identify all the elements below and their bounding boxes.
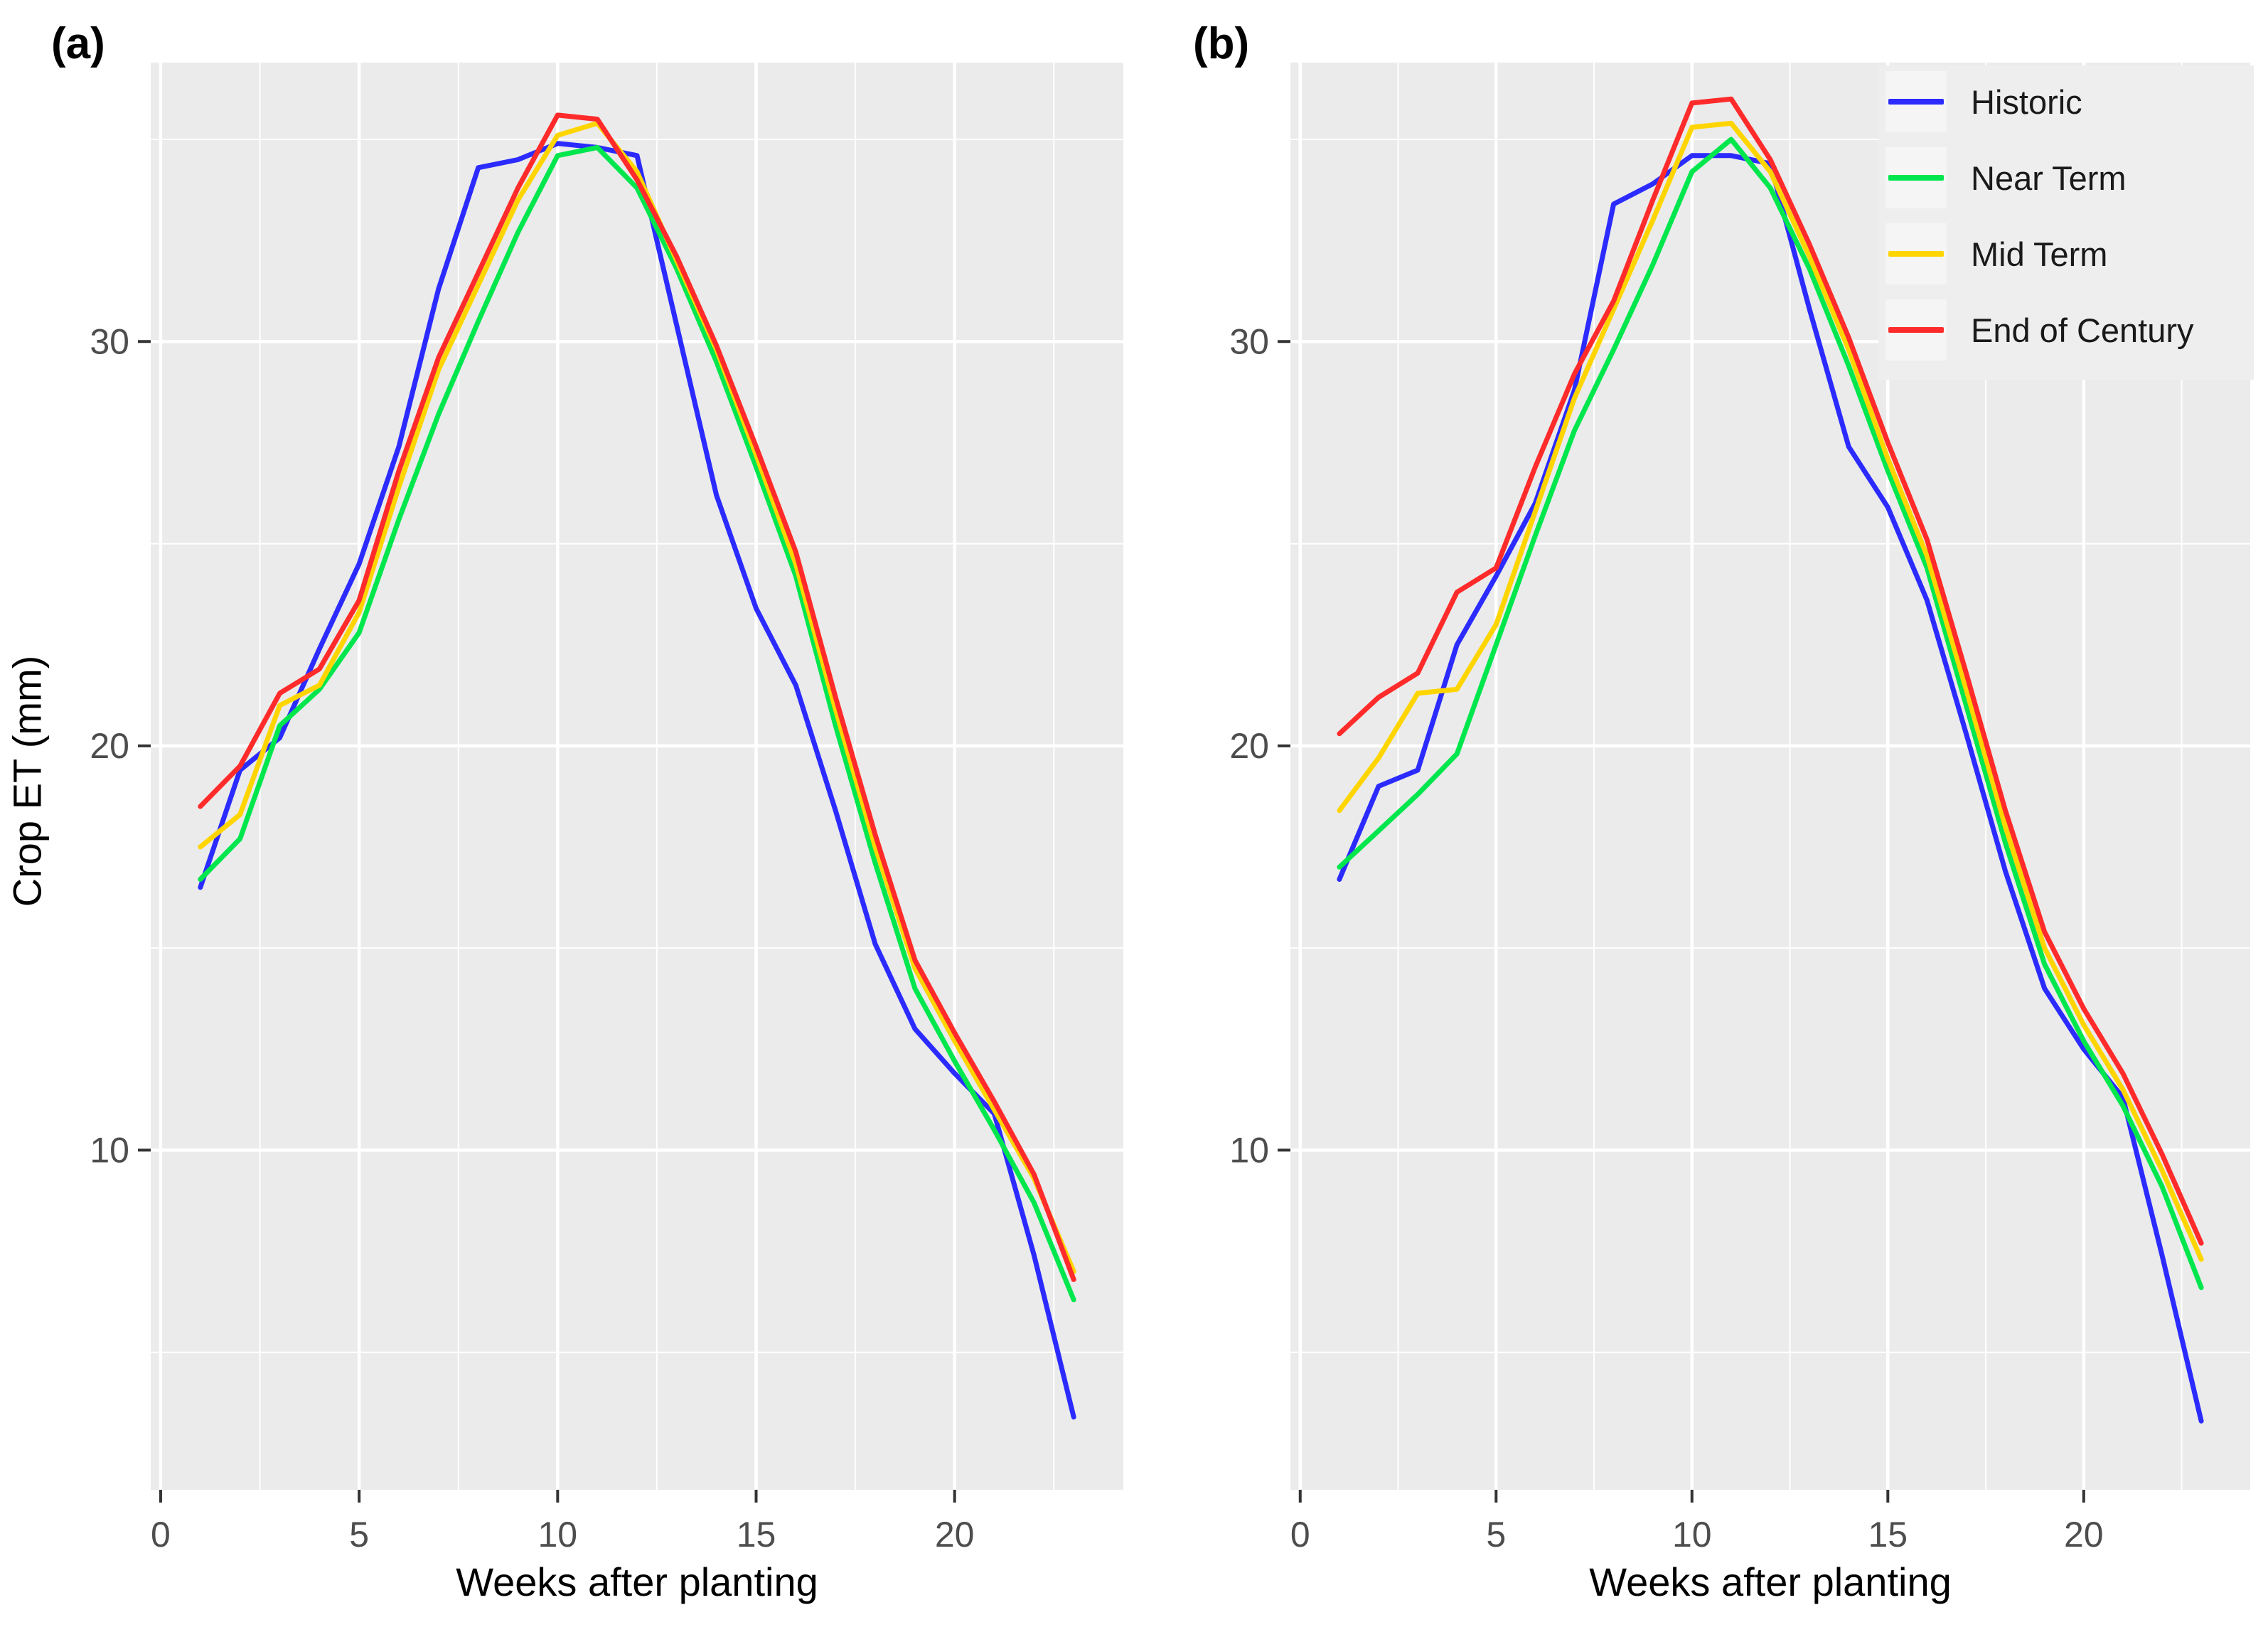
y-tick-label: 30 bbox=[90, 321, 129, 361]
legend-label-near-term: Near Term bbox=[1971, 159, 2127, 197]
x-tick-label: 5 bbox=[1486, 1515, 1506, 1554]
series-line-mid-term bbox=[1337, 120, 2204, 1262]
legend-entry-near-term: Near Term bbox=[1885, 147, 2254, 208]
y-tick-label: 20 bbox=[1229, 726, 1269, 766]
legend-label-mid-term: Mid Term bbox=[1971, 235, 2108, 273]
x-tick-label: 15 bbox=[737, 1515, 776, 1554]
mid-term-line-swatch bbox=[1888, 251, 1944, 257]
series-line-near-term bbox=[1337, 137, 2204, 1291]
legend-entry-historic: Historic bbox=[1885, 71, 2254, 132]
series-line-end-of-century bbox=[1337, 96, 2204, 1246]
x-axis-title-panel-b: Weeks after planting bbox=[1589, 1559, 1952, 1604]
legend-label-end-of-century: End of Century bbox=[1971, 311, 2194, 349]
x-tick-label: 10 bbox=[538, 1515, 578, 1554]
legend-key-historic bbox=[1885, 71, 1947, 132]
panel-label-b: (b) bbox=[1193, 19, 1250, 68]
y-tick-label: 10 bbox=[1229, 1130, 1269, 1170]
legend-key-end-of-century bbox=[1885, 299, 1947, 361]
series-line-mid-term bbox=[198, 120, 1076, 1274]
y-tick-label: 10 bbox=[90, 1130, 129, 1170]
end-of-century-line-swatch bbox=[1888, 327, 1944, 333]
x-tick-label: 0 bbox=[1290, 1515, 1310, 1554]
series-line-near-term bbox=[198, 144, 1076, 1303]
panel-background bbox=[151, 63, 1123, 1490]
x-axis-title-panel-a: Weeks after planting bbox=[456, 1559, 818, 1604]
x-tick-label: 20 bbox=[2064, 1515, 2104, 1554]
x-tick-label: 5 bbox=[349, 1515, 369, 1554]
near-term-line-swatch bbox=[1888, 175, 1944, 181]
x-tick-label: 20 bbox=[935, 1515, 975, 1554]
y-tick-label: 20 bbox=[90, 726, 129, 766]
panel-a: 0 5 10 15 20 10 20 30 bbox=[90, 63, 1123, 1554]
legend-entry-end-of-century: End of Century bbox=[1885, 299, 2254, 361]
legend-key-mid-term bbox=[1885, 223, 1947, 284]
series-line-historic bbox=[198, 141, 1076, 1420]
panel-label-a: (a) bbox=[51, 19, 105, 68]
legend-label-historic: Historic bbox=[1971, 82, 2082, 121]
x-tick-label: 0 bbox=[151, 1515, 171, 1554]
series-line-end-of-century bbox=[198, 112, 1076, 1282]
legend: Historic Near Term Mid Term End of Centu… bbox=[1878, 65, 2254, 380]
x-tick-label: 15 bbox=[1868, 1515, 1908, 1554]
x-tick-label: 10 bbox=[1672, 1515, 1712, 1554]
y-axis-title: Crop ET (mm) bbox=[4, 655, 50, 907]
legend-entry-mid-term: Mid Term bbox=[1885, 223, 2254, 284]
historic-line-swatch bbox=[1888, 99, 1944, 105]
y-tick-label: 30 bbox=[1229, 321, 1269, 361]
legend-key-near-term bbox=[1885, 147, 1947, 208]
